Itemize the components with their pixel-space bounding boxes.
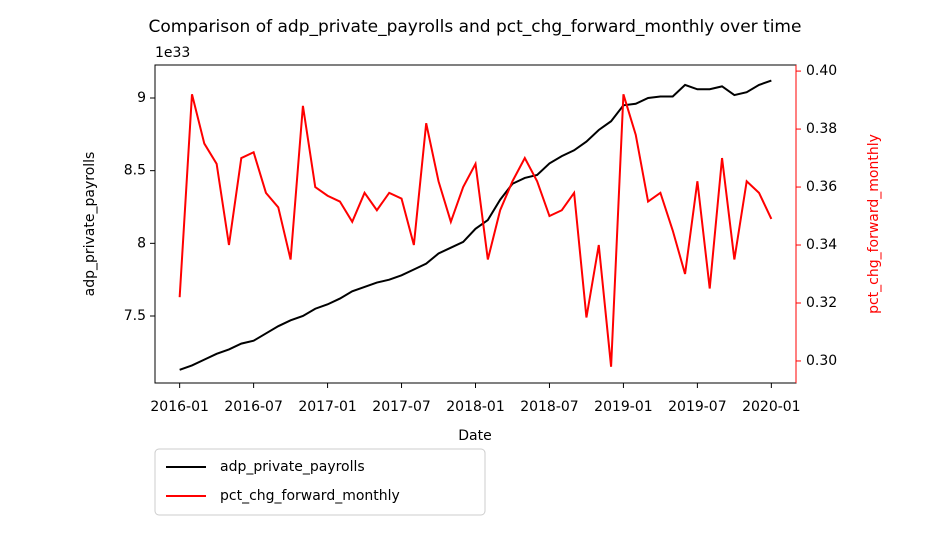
y-tick-label: 8 [137, 235, 146, 251]
y2-tick-label: 0.32 [806, 295, 837, 311]
y2-tick-label: 0.38 [806, 121, 837, 137]
plot-frame [154, 64, 797, 384]
x-tick-label: 2016-01 [150, 399, 209, 415]
y-axis-label: adp_private_payrolls [82, 152, 98, 297]
x-tick-label: 2019-01 [594, 399, 653, 415]
data-line [179, 79, 772, 371]
chart-title: Comparison of adp_private_payrolls and p… [149, 17, 802, 37]
legend-label: pct_chg_forward_monthly [220, 488, 400, 504]
x-tick-label: 2016-07 [224, 399, 283, 415]
legend [154, 448, 486, 516]
x-tick-label: 2019-07 [668, 399, 727, 415]
y-tick-label: 8.5 [124, 163, 146, 179]
y2-tick-label: 0.30 [806, 353, 837, 369]
y-tick-label: 7.5 [124, 308, 146, 324]
x-tick-label: 2017-01 [298, 399, 357, 415]
y2-tick-label: 0.36 [806, 179, 837, 195]
data-line [178, 93, 773, 367]
x-tick-label: 2018-01 [446, 399, 505, 415]
x-tick-label: 2018-07 [520, 399, 579, 415]
y-offset-label: 1e33 [155, 45, 190, 61]
x-tick-label: 2020-01 [742, 399, 801, 415]
y-tick-label: 9 [137, 90, 146, 106]
y2-tick-label: 0.34 [806, 237, 837, 253]
x-tick-label: 2017-07 [372, 399, 431, 415]
x-axis-label: Date [458, 428, 491, 444]
legend-label: adp_private_payrolls [220, 459, 365, 475]
y2-tick-label: 0.40 [806, 63, 837, 79]
y2-axis-label: pct_chg_forward_monthly [866, 134, 882, 314]
